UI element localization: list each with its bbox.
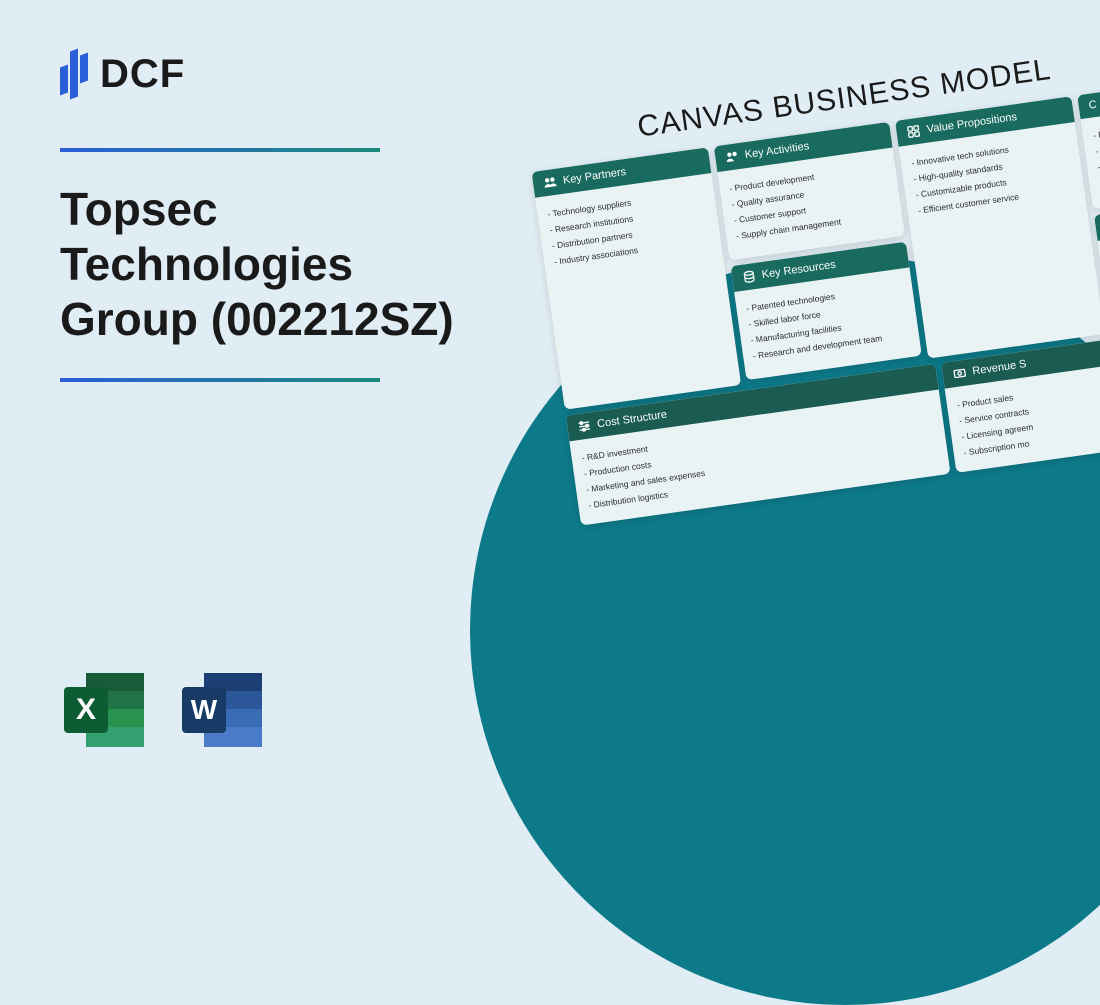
block-key-resources: Key Resources Patented technologies Skil… [730,242,922,381]
block-header-label: Key Resources [761,259,837,281]
partners-icon [542,175,558,191]
file-icons-row: X W [60,665,268,755]
excel-icon: X [60,665,150,755]
word-icon: W [178,665,268,755]
block-header-label: Revenue S [972,358,1028,377]
block-header-label: Cost Structure [596,409,667,431]
block-key-partners: Key Partners Technology suppliers Resear… [532,147,741,409]
value-icon [906,124,922,140]
svg-text:W: W [191,694,218,725]
logo: DCF [60,50,460,98]
block-header-label: Key Activities [744,140,810,161]
block-header-label: Key Partners [562,166,627,187]
logo-bars-icon [60,50,88,98]
activities-icon [724,149,740,165]
resources-icon [741,269,757,285]
svg-text:X: X [76,693,96,726]
divider-bottom [60,378,380,382]
page-title: Topsec Technologies Group (002212SZ) [60,182,460,348]
canvas-model: CANVAS BUSINESS MODEL Key Partners Techn… [525,37,1100,525]
cost-icon [576,418,592,434]
block-header-label: C [1088,99,1098,112]
logo-text: DCF [100,52,185,97]
block-key-activities: Key Activities Product development Quali… [713,122,905,261]
revenue-icon [952,366,968,382]
block-value-propositions: Value Propositions Innovative tech solut… [895,96,1100,358]
left-panel: DCF Topsec Technologies Group (002212SZ) [60,50,460,412]
divider-top [60,148,380,152]
